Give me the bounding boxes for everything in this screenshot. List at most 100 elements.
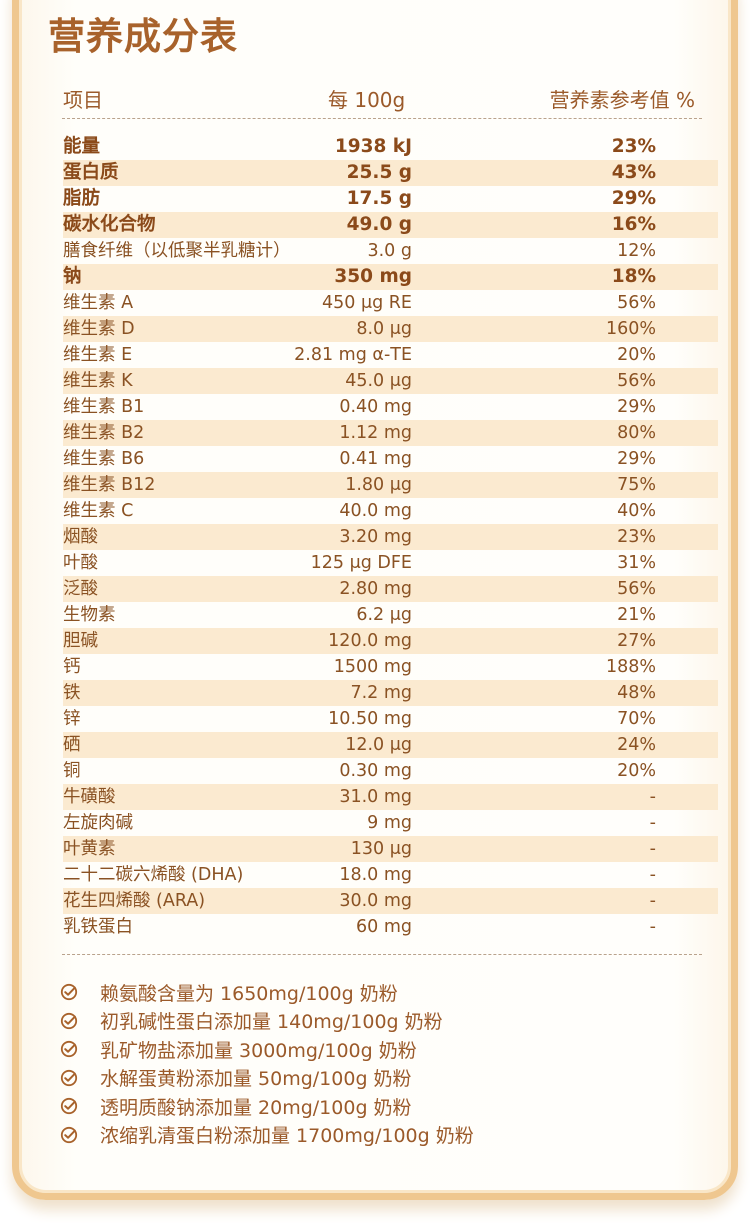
nutrient-name: 维生素 D	[63, 319, 135, 339]
reference-percent: 160%	[605, 319, 656, 339]
nutrient-name: 维生素 E	[63, 345, 133, 365]
table-row: 钙 1500 mg 188%	[63, 654, 718, 680]
table-row: 花生四烯酸 (ARA) 30.0 mg -	[63, 888, 718, 914]
check-circle-icon	[60, 1126, 78, 1144]
table-row: 乳铁蛋白 60 mg -	[63, 914, 718, 940]
table-row: 钠 350 mg 18%	[63, 264, 718, 290]
nutrient-name: 膳食纤维（以低聚半乳糖计）	[63, 241, 291, 261]
note-text: 浓缩乳清蛋白粉添加量 1700mg/100g 奶粉	[100, 1125, 474, 1148]
table-row: 维生素 B12 1.80 μg 75%	[63, 472, 718, 498]
divider-bottom	[62, 954, 702, 955]
nutrient-name: 硒	[63, 735, 81, 755]
reference-percent: 24%	[617, 735, 656, 755]
nutrient-name: 左旋肉碱	[63, 813, 133, 833]
nutrient-name: 乳铁蛋白	[63, 917, 133, 937]
nutrient-name: 维生素 B1	[63, 397, 145, 417]
header-per-100g: 每 100g	[328, 88, 406, 112]
amount-per-100g: 0.30 mg	[339, 761, 412, 781]
nutrient-name: 铁	[63, 683, 81, 703]
note-text: 赖氨酸含量为 1650mg/100g 奶粉	[100, 982, 398, 1005]
nutrition-table: 能量 1938 kJ 23% 蛋白质 25.5 g 43% 脂肪 17.5 g 29% 碳水化合物…	[63, 134, 718, 940]
nutrient-name: 钠	[63, 266, 82, 287]
amount-per-100g: 6.2 μg	[356, 605, 412, 625]
nutrient-name: 维生素 B2	[63, 423, 145, 443]
amount-per-100g: 40.0 mg	[339, 501, 412, 521]
check-circle-icon	[60, 1069, 78, 1087]
reference-percent: 40%	[617, 501, 656, 521]
amount-per-100g: 12.0 μg	[345, 735, 412, 755]
reference-percent: 48%	[617, 683, 656, 703]
table-row: 碳水化合物 49.0 g 16%	[63, 212, 718, 238]
nutrient-name: 叶酸	[63, 553, 98, 573]
table-row: 膳食纤维（以低聚半乳糖计） 3.0 g 12%	[63, 238, 718, 264]
nutrient-name: 胆碱	[63, 631, 98, 651]
nutrient-name: 维生素 B12	[63, 475, 156, 495]
amount-per-100g: 2.80 mg	[339, 579, 412, 599]
nutrient-name: 二十二碳六烯酸 (DHA)	[63, 865, 244, 885]
nutrient-name: 碳水化合物	[63, 214, 156, 235]
nutrient-name: 维生素 K	[63, 371, 133, 391]
nutrient-name: 维生素 B6	[63, 449, 145, 469]
reference-percent: 80%	[617, 423, 656, 443]
reference-percent: 29%	[611, 188, 656, 209]
reference-percent: -	[649, 865, 656, 885]
amount-per-100g: 25.5 g	[346, 162, 412, 183]
check-circle-icon	[60, 983, 78, 1001]
reference-percent: 23%	[617, 527, 656, 547]
table-row: 维生素 D 8.0 μg 160%	[63, 316, 718, 342]
reference-percent: 31%	[617, 553, 656, 573]
reference-percent: -	[649, 891, 656, 911]
header-item: 项目	[63, 88, 103, 112]
check-circle-icon	[60, 1012, 78, 1030]
table-row: 烟酸 3.20 mg 23%	[63, 524, 718, 550]
note-text: 透明质酸钠添加量 20mg/100g 奶粉	[100, 1096, 412, 1119]
divider-top	[62, 118, 702, 119]
table-row: 维生素 A 450 μg RE 56%	[63, 290, 718, 316]
reference-percent: 56%	[617, 371, 656, 391]
amount-per-100g: 9 mg	[367, 813, 412, 833]
reference-percent: 27%	[617, 631, 656, 651]
nutrient-name: 蛋白质	[63, 162, 119, 183]
notes-list: 赖氨酸含量为 1650mg/100g 奶粉初乳碱性蛋白添加量 140mg/100…	[60, 978, 474, 1149]
note-item: 乳矿物盐添加量 3000mg/100g 奶粉	[60, 1035, 474, 1064]
amount-per-100g: 130 μg	[350, 839, 412, 859]
table-row: 叶酸 125 μg DFE 31%	[63, 550, 718, 576]
amount-per-100g: 0.41 mg	[339, 449, 412, 469]
table-row: 维生素 B6 0.41 mg 29%	[63, 446, 718, 472]
nutrient-name: 维生素 A	[63, 293, 134, 313]
nutrient-name: 维生素 C	[63, 501, 134, 521]
table-row: 脂肪 17.5 g 29%	[63, 186, 718, 212]
note-item: 水解蛋黄粉添加量 50mg/100g 奶粉	[60, 1064, 474, 1093]
nutrient-name: 泛酸	[63, 579, 98, 599]
amount-per-100g: 60 mg	[356, 917, 412, 937]
nutrient-name: 花生四烯酸 (ARA)	[63, 891, 206, 911]
reference-percent: 20%	[617, 345, 656, 365]
amount-per-100g: 31.0 mg	[339, 787, 412, 807]
reference-percent: 20%	[617, 761, 656, 781]
table-row: 铁 7.2 mg 48%	[63, 680, 718, 706]
table-row: 能量 1938 kJ 23%	[63, 134, 718, 160]
nutrient-name: 烟酸	[63, 527, 98, 547]
reference-percent: 75%	[617, 475, 656, 495]
reference-percent: 56%	[617, 293, 656, 313]
nutrient-name: 牛磺酸	[63, 787, 116, 807]
table-row: 维生素 K 45.0 μg 56%	[63, 368, 718, 394]
amount-per-100g: 7.2 mg	[350, 683, 412, 703]
reference-percent: 23%	[611, 136, 656, 157]
note-item: 初乳碱性蛋白添加量 140mg/100g 奶粉	[60, 1007, 474, 1036]
reference-percent: -	[649, 787, 656, 807]
table-row: 蛋白质 25.5 g 43%	[63, 160, 718, 186]
table-row: 左旋肉碱 9 mg -	[63, 810, 718, 836]
note-text: 水解蛋黄粉添加量 50mg/100g 奶粉	[100, 1068, 412, 1091]
reference-percent: 70%	[617, 709, 656, 729]
table-row: 牛磺酸 31.0 mg -	[63, 784, 718, 810]
amount-per-100g: 1500 mg	[333, 657, 412, 677]
amount-per-100g: 8.0 μg	[356, 319, 412, 339]
reference-percent: 188%	[605, 657, 656, 677]
table-row: 胆碱 120.0 mg 27%	[63, 628, 718, 654]
amount-per-100g: 49.0 g	[346, 214, 412, 235]
nutrient-name: 能量	[63, 136, 101, 157]
nutrient-name: 叶黄素	[63, 839, 116, 859]
note-text: 初乳碱性蛋白添加量 140mg/100g 奶粉	[100, 1011, 443, 1034]
table-row: 维生素 E 2.81 mg α-TE 20%	[63, 342, 718, 368]
